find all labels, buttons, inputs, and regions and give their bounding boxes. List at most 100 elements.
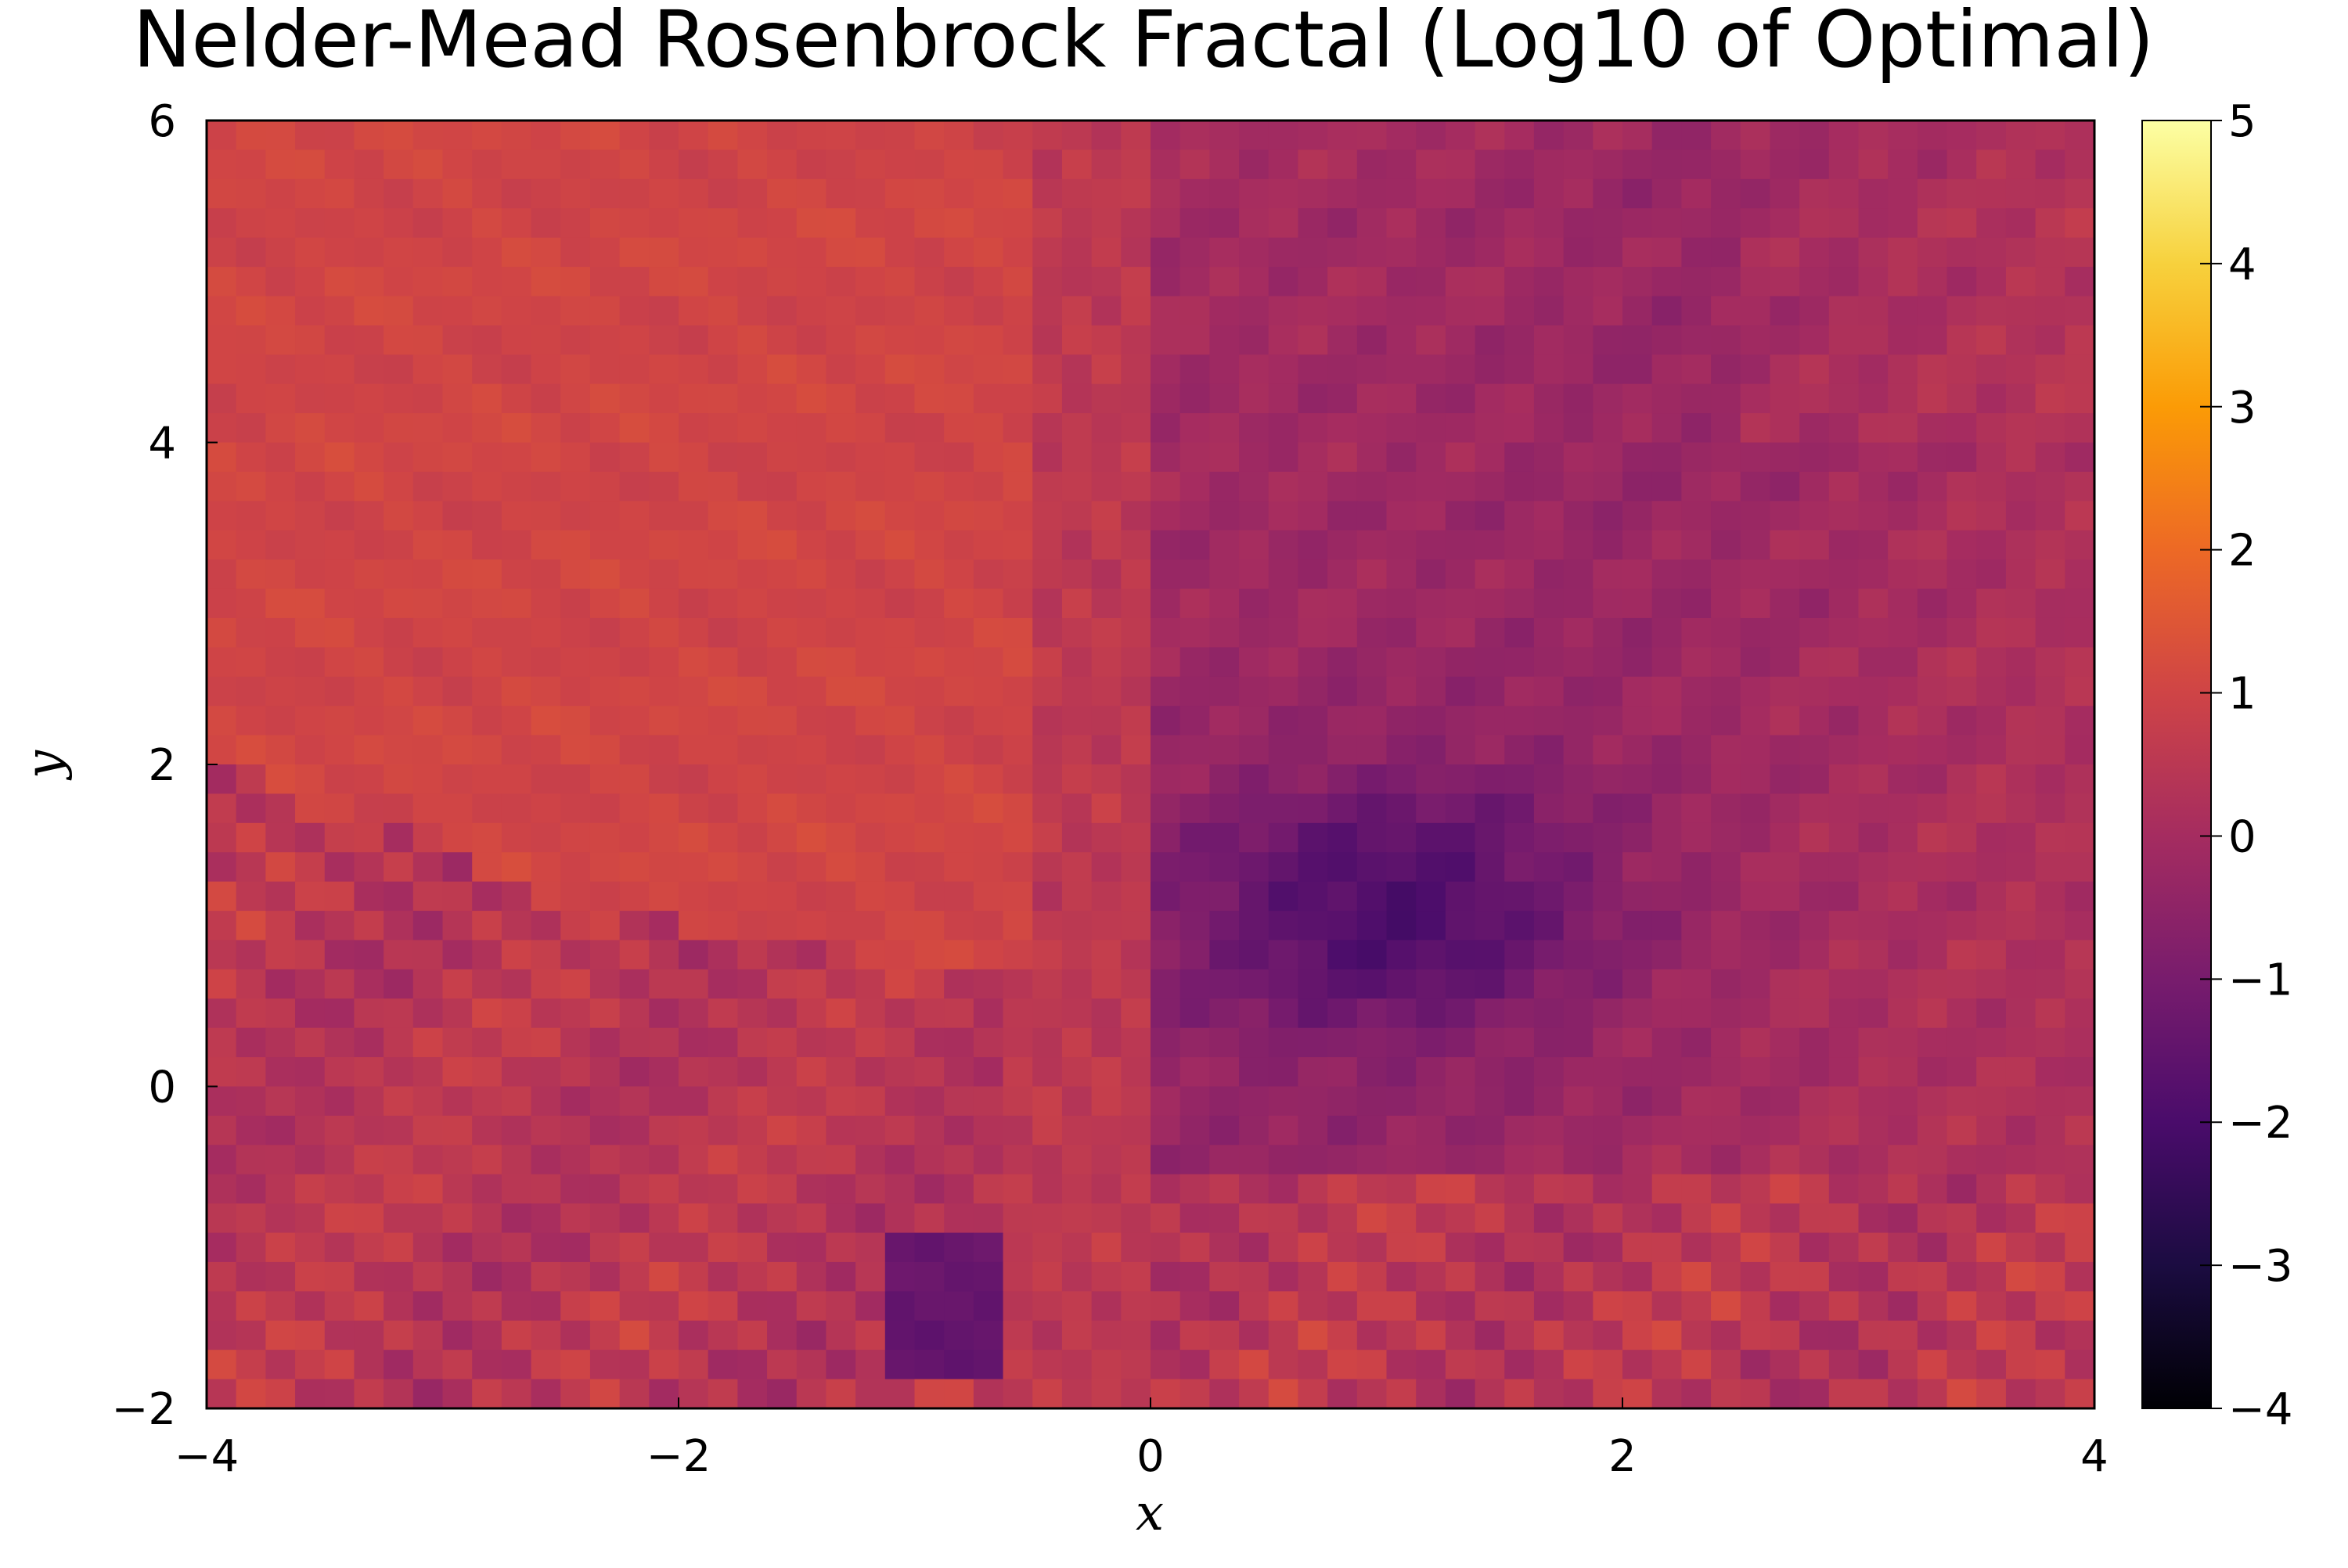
heatmap-cell xyxy=(1593,120,1623,151)
heatmap-cell xyxy=(1032,178,1063,209)
heatmap-cell xyxy=(1151,383,1181,414)
heatmap-cell xyxy=(1593,588,1623,619)
heatmap-cell xyxy=(589,383,621,414)
heatmap-cell xyxy=(1061,296,1093,326)
heatmap-cell xyxy=(1740,237,1771,268)
heatmap-cell xyxy=(1563,501,1594,531)
heatmap-cell xyxy=(1681,120,1712,151)
heatmap-cell xyxy=(1622,1350,1653,1380)
heatmap-cell xyxy=(1151,267,1181,297)
heatmap-cell xyxy=(944,383,974,414)
heatmap-cell xyxy=(384,1145,414,1175)
heatmap-cell xyxy=(412,1203,444,1234)
heatmap-cell xyxy=(589,911,621,941)
heatmap-cell xyxy=(1003,588,1033,619)
heatmap-cell xyxy=(767,1145,798,1175)
heatmap-cell xyxy=(1151,940,1181,970)
heatmap-cell xyxy=(855,383,886,414)
heatmap-cell xyxy=(1298,1291,1328,1322)
heatmap-cell xyxy=(2005,559,2036,590)
heatmap-cell xyxy=(796,940,827,970)
heatmap-cell xyxy=(1799,588,1830,619)
heatmap-cell xyxy=(1976,852,2007,883)
heatmap-cell xyxy=(501,237,532,268)
heatmap-cell xyxy=(1386,413,1417,444)
heatmap-cell xyxy=(826,1027,856,1058)
heatmap-cell xyxy=(384,237,414,268)
heatmap-cell xyxy=(1416,559,1446,590)
heatmap-cell xyxy=(1622,1379,1653,1409)
heatmap-cell xyxy=(1917,383,1948,414)
heatmap-cell xyxy=(1268,706,1299,736)
heatmap-cell xyxy=(767,588,798,619)
heatmap-cell xyxy=(1121,1379,1151,1409)
heatmap-cell xyxy=(560,588,591,619)
heatmap-cell xyxy=(649,998,679,1029)
heatmap-cell xyxy=(1681,822,1712,853)
heatmap-cell xyxy=(1386,1145,1417,1175)
heatmap-cell xyxy=(1651,735,1682,765)
heatmap-cell xyxy=(2035,325,2065,355)
heatmap-cell xyxy=(442,1086,473,1117)
heatmap-cell xyxy=(1799,1379,1830,1409)
heatmap-cell xyxy=(1151,530,1181,560)
heatmap-cell xyxy=(1209,822,1240,853)
heatmap-cell xyxy=(973,706,1004,736)
heatmap-cell xyxy=(679,998,709,1029)
heatmap-cell xyxy=(1003,617,1033,648)
heatmap-cell xyxy=(826,793,856,824)
heatmap-cell xyxy=(1740,822,1771,853)
heatmap-cell xyxy=(1888,1145,1918,1175)
heatmap-cell xyxy=(767,559,798,590)
heatmap-cell xyxy=(1239,1086,1269,1117)
heatmap-cell xyxy=(1003,881,1033,912)
heatmap-cell xyxy=(884,1115,916,1145)
heatmap-cell xyxy=(1416,1261,1446,1292)
heatmap-cell xyxy=(1593,149,1623,180)
heatmap-cell xyxy=(1711,1203,1741,1234)
heatmap-cell xyxy=(531,911,561,941)
heatmap-cell xyxy=(1121,325,1151,355)
heatmap-cell xyxy=(708,442,738,473)
heatmap-cell xyxy=(973,413,1004,444)
heatmap-cell xyxy=(1032,822,1063,853)
heatmap-cell xyxy=(354,1027,384,1058)
heatmap-cell xyxy=(1917,1027,1948,1058)
heatmap-cell xyxy=(1179,471,1210,502)
heatmap-cell xyxy=(412,676,444,707)
heatmap-cell xyxy=(1121,969,1151,999)
heatmap-cell xyxy=(1651,442,1682,473)
heatmap-cell xyxy=(384,588,414,619)
heatmap-cell xyxy=(1888,911,1918,941)
heatmap-cell xyxy=(1298,1115,1328,1145)
heatmap-cell xyxy=(1504,413,1535,444)
heatmap-cell xyxy=(472,852,502,883)
heatmap-cell xyxy=(1504,764,1535,795)
heatmap-cell xyxy=(619,354,650,385)
heatmap-cell xyxy=(1416,617,1446,648)
heatmap-cell xyxy=(384,354,414,385)
heatmap-cell xyxy=(944,793,974,824)
heatmap-cell xyxy=(1121,822,1151,853)
heatmap-cell xyxy=(236,735,266,765)
heatmap-cell xyxy=(295,442,326,473)
heatmap-cell xyxy=(2065,383,2095,414)
heatmap-cell xyxy=(1504,442,1535,473)
heatmap-cell xyxy=(207,120,237,151)
heatmap-cell xyxy=(826,764,856,795)
heatmap-cell xyxy=(265,1174,296,1204)
heatmap-cell xyxy=(560,1350,591,1380)
heatmap-cell xyxy=(1593,676,1623,707)
heatmap-cell xyxy=(295,1027,326,1058)
heatmap-cell xyxy=(501,1027,532,1058)
heatmap-cell xyxy=(442,267,473,297)
heatmap-cell xyxy=(1828,764,1860,795)
heatmap-cell xyxy=(884,354,916,385)
heatmap-cell xyxy=(914,354,945,385)
heatmap-cell xyxy=(1298,1232,1328,1263)
heatmap-cell xyxy=(472,501,502,531)
heatmap-cell xyxy=(1003,208,1033,239)
heatmap-cell xyxy=(826,588,856,619)
heatmap-cell xyxy=(265,559,296,590)
heatmap-cell xyxy=(1061,1379,1093,1409)
